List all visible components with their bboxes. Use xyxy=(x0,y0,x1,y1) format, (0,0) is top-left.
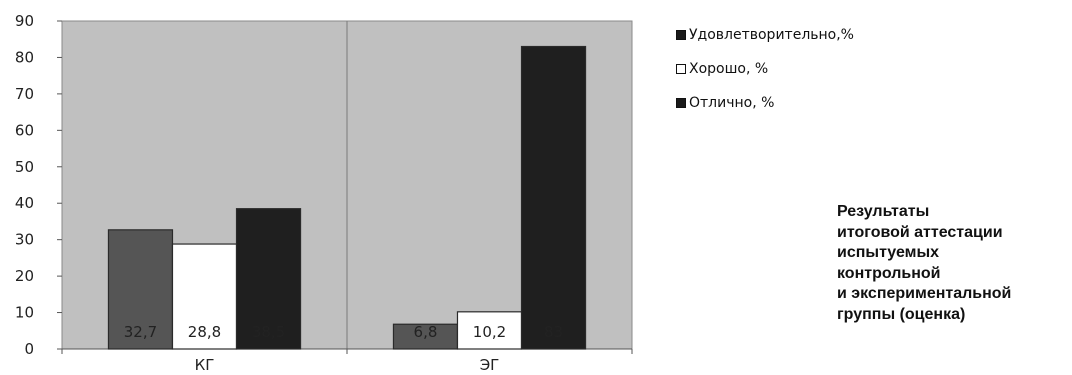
bar xyxy=(171,243,238,350)
caption-line: испытуемых xyxy=(837,244,940,261)
chart-legend: Удовлетворительно,% Хорошо, % Отлично, % xyxy=(676,26,854,128)
data-label: 10,2 xyxy=(473,323,506,341)
legend-label-satisfactory: Удовлетворительно,% xyxy=(689,27,854,43)
legend-item-satisfactory: Удовлетворительно,% xyxy=(676,26,854,44)
y-tick-label: 70 xyxy=(15,85,34,103)
legend-item-good: Хорошо, % xyxy=(676,60,854,78)
y-tick-label: 20 xyxy=(15,267,34,285)
caption-line: итоговой аттестации xyxy=(837,223,1003,241)
data-label: 32,7 xyxy=(124,323,157,341)
bar xyxy=(520,45,587,350)
legend-swatch-excellent xyxy=(676,98,686,108)
x-category-label: ЭГ xyxy=(480,356,500,374)
legend-swatch-good xyxy=(676,64,686,74)
bar xyxy=(392,323,459,350)
legend-item-excellent: Отлично, % xyxy=(676,94,854,112)
legend-label-good: Хорошо, % xyxy=(689,61,769,77)
legend-label-excellent: Отлично, % xyxy=(689,95,775,111)
legend-swatch-satisfactory xyxy=(676,30,686,40)
caption-line: группы (оценка) xyxy=(837,305,966,323)
data-label: 83 xyxy=(544,323,563,341)
bar xyxy=(456,311,523,350)
caption-line: контрольной xyxy=(837,264,941,282)
y-tick-label: 60 xyxy=(15,121,34,139)
bar xyxy=(235,208,302,350)
bar-chart: 0 10 20 30 40 50 60 70 80 90 КГ ЭГ 32,7 28,8 38,5 6,8 1… xyxy=(15,12,633,374)
x-category-label: КГ xyxy=(195,356,215,374)
data-label: 28,8 xyxy=(188,323,221,341)
y-tick-label: 50 xyxy=(15,158,34,176)
y-tick-label: 30 xyxy=(15,231,34,249)
y-tick-label: 40 xyxy=(15,194,34,212)
y-tick-label: 80 xyxy=(15,48,34,66)
data-label: 6,8 xyxy=(414,323,438,341)
y-tick-label: 10 xyxy=(15,304,34,322)
data-label: 38,5 xyxy=(252,323,285,341)
figure-caption: Результаты итоговой аттестации испытуемы… xyxy=(837,202,1069,325)
y-tick-label: 90 xyxy=(15,12,34,30)
y-tick-label: 0 xyxy=(24,340,34,358)
caption-line: и экспериментальной xyxy=(837,285,1012,302)
caption-line: Результаты xyxy=(837,203,930,220)
